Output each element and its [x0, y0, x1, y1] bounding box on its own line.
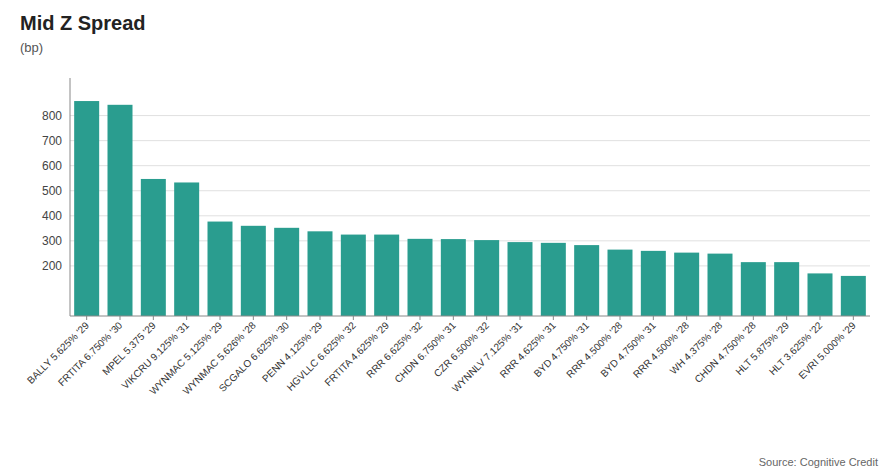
- bar: [208, 222, 233, 316]
- x-tick: [253, 316, 254, 320]
- bar: [574, 245, 599, 316]
- x-tick-label: FRTITA 6.750% '30: [56, 319, 125, 388]
- bar: [708, 254, 733, 316]
- x-tick: [86, 316, 87, 320]
- source-note: Source: Cognitive Credit: [759, 456, 878, 468]
- bar: [608, 250, 633, 316]
- x-tick: [553, 316, 554, 320]
- title: Mid Z Spread: [20, 12, 146, 34]
- x-tick-label: EVRI 5.000% '29: [796, 319, 858, 381]
- bar: [241, 226, 266, 316]
- bar: [408, 239, 433, 316]
- x-tick: [120, 316, 121, 320]
- bar: [841, 276, 866, 316]
- bar: [674, 253, 699, 316]
- x-tick: [320, 316, 321, 320]
- grid-line: [70, 115, 870, 116]
- y-tick-label: 300: [42, 234, 62, 248]
- bar: [274, 228, 299, 316]
- x-tick-label: BALLY 5.625% '29: [25, 319, 92, 386]
- x-tick: [453, 316, 454, 320]
- y-tick-label: 600: [42, 159, 62, 173]
- x-tick: [220, 316, 221, 320]
- x-tick-label: RRR 4.500% '28: [631, 319, 692, 380]
- x-tick: [686, 316, 687, 320]
- x-axis-line: [70, 316, 870, 317]
- bar: [474, 240, 499, 316]
- x-tick: [520, 316, 521, 320]
- bar: [308, 231, 333, 316]
- y-axis-line: [70, 78, 71, 316]
- x-tick: [586, 316, 587, 320]
- bar: [774, 262, 799, 316]
- bar: [641, 251, 666, 316]
- grid-line: [70, 165, 870, 166]
- bar: [808, 273, 833, 316]
- grid-line: [70, 140, 870, 141]
- x-tick-label: CHDN 4.750% '28: [692, 319, 758, 385]
- x-tick-label: CHDN 6.750% '31: [392, 319, 458, 385]
- x-tick: [420, 316, 421, 320]
- x-tick: [386, 316, 387, 320]
- bar: [541, 243, 566, 316]
- x-tick: [186, 316, 187, 320]
- x-tick: [820, 316, 821, 320]
- bar: [341, 235, 366, 316]
- bar: [108, 105, 133, 316]
- x-tick: [786, 316, 787, 320]
- y-tick-label: 200: [42, 259, 62, 273]
- y-tick-label: 700: [42, 134, 62, 148]
- bar: [741, 262, 766, 316]
- bar: [174, 182, 199, 316]
- x-tick: [353, 316, 354, 320]
- bar: [374, 235, 399, 316]
- y-tick-label: 500: [42, 184, 62, 198]
- bars: [74, 101, 866, 316]
- x-tick-label: RRR 6.625% '32: [364, 319, 425, 380]
- x-tick-label: RRR 4.500% '28: [564, 319, 625, 380]
- x-tick: [753, 316, 754, 320]
- x-tick-label: RRR 4.625% '31: [498, 319, 559, 380]
- x-tick-label: PENN 4.125% '29: [260, 319, 325, 384]
- bar: [441, 239, 466, 316]
- y-tick-label: 800: [42, 109, 62, 123]
- bar: [74, 101, 99, 316]
- y-tick-label: 400: [42, 209, 62, 223]
- bar: [141, 179, 166, 316]
- x-tick-label: FRTITA 4.625% '29: [322, 319, 391, 388]
- x-tick: [286, 316, 287, 320]
- x-tick: [486, 316, 487, 320]
- chart-svg: Mid Z Spread (bp) 200 300 400 500 600 700 800 BAL…: [0, 0, 890, 476]
- subtitle: (bp): [20, 40, 43, 55]
- bar: [508, 242, 533, 316]
- x-tick-label: CZR 6.500% '32: [432, 319, 492, 379]
- x-tick: [853, 316, 854, 320]
- x-tick-label: BYD 4.750% '31: [598, 319, 658, 379]
- chart-container: Mid Z Spread (bp) 200 300 400 500 600 700 800 BAL…: [0, 0, 890, 476]
- x-tick: [153, 316, 154, 320]
- x-tick: [653, 316, 654, 320]
- x-tick-label: BYD 4.750% '31: [532, 319, 592, 379]
- x-tick: [720, 316, 721, 320]
- x-tick: [620, 316, 621, 320]
